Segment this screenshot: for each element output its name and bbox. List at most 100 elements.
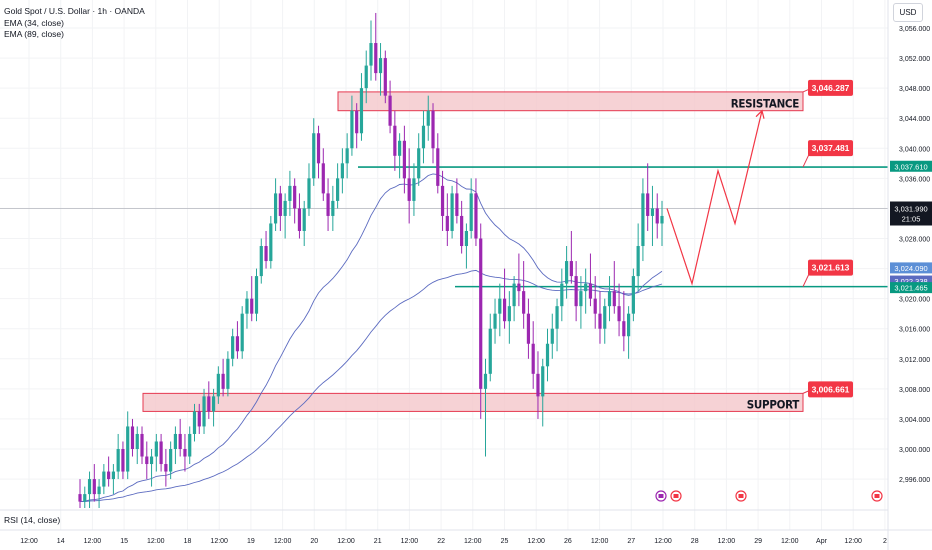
- candle-body: [388, 95, 392, 126]
- candle-body: [617, 306, 621, 322]
- y-tick-label: 3,004.000: [899, 417, 930, 424]
- candle-body: [231, 336, 235, 359]
- resistance-label: RESISTANCE: [731, 97, 800, 111]
- candle-body: [216, 373, 220, 397]
- candle-body: [631, 276, 635, 314]
- candle-body: [598, 313, 602, 329]
- candle-body: [87, 479, 92, 495]
- candle-body: [126, 426, 130, 472]
- y-tick-label: 3,012.000: [899, 357, 930, 364]
- candle-body: [83, 494, 87, 502]
- y-tick-label: 3,000.000: [899, 447, 930, 454]
- x-tick-label: 12:00: [591, 538, 609, 545]
- candle-body: [178, 433, 182, 449]
- y-tick-label: 3,056.000: [899, 26, 930, 33]
- candle-body: [245, 298, 249, 314]
- candle-body: [560, 283, 564, 307]
- candle-body: [417, 148, 421, 179]
- x-tick-label: 12:00: [147, 538, 165, 545]
- ema34-line: [79, 173, 663, 503]
- axis-price-tag: [890, 262, 932, 274]
- chart-grid: [0, 0, 888, 530]
- x-tick-label: 27: [627, 538, 635, 545]
- axis-price-text: 3,024.090: [894, 264, 927, 273]
- candle-body: [312, 133, 316, 179]
- candle-body: [92, 479, 96, 495]
- candle-body: [522, 291, 526, 314]
- candle-body: [412, 178, 416, 201]
- candle-body: [469, 193, 473, 231]
- x-tick-label: 18: [184, 538, 192, 545]
- y-tick-label: 3,028.000: [899, 237, 930, 244]
- candle-body: [545, 343, 550, 367]
- candle-body: [226, 358, 230, 389]
- y-tick-label: 3,048.000: [899, 86, 930, 93]
- projection-arrowhead: [755, 109, 765, 119]
- x-tick-label: 12:00: [84, 538, 102, 545]
- candle-body: [569, 261, 573, 277]
- symbol-title[interactable]: Gold Spot / U.S. Dollar · 1h · OANDA: [4, 6, 145, 16]
- candle-body: [460, 215, 464, 247]
- candle-body: [436, 148, 440, 186]
- ema89-legend[interactable]: EMA (89, close): [4, 29, 64, 39]
- ema34-legend[interactable]: EMA (34, close): [4, 17, 64, 28]
- x-tick-label: 12:00: [844, 538, 862, 545]
- lightning-icon-mark: [658, 494, 664, 498]
- candle-body: [102, 471, 106, 487]
- candle-body: [517, 283, 521, 292]
- candle-body: [316, 133, 321, 164]
- x-tick-label: 12:00: [210, 538, 228, 545]
- candle-body: [464, 230, 469, 247]
- candle-body: [531, 343, 535, 374]
- candle-body: [140, 433, 144, 457]
- x-tick-label: 12:00: [274, 538, 292, 545]
- resistance-zone: [337, 91, 804, 112]
- x-tick-label: 12:00: [718, 538, 736, 545]
- support-price-text: 3,006.661: [812, 384, 850, 394]
- x-tick-label: 28: [691, 538, 699, 545]
- candle-body: [660, 215, 664, 224]
- candle-body: [641, 193, 645, 247]
- candle-body: [369, 43, 373, 66]
- candle-body: [398, 140, 402, 156]
- ema-layer: [79, 173, 663, 503]
- candle-body: [493, 313, 497, 329]
- flag-icon-mark: [673, 494, 679, 498]
- candle-body: [340, 163, 344, 179]
- x-tick-label: 12:00: [401, 538, 419, 545]
- x-tick-label: 12:00: [527, 538, 545, 545]
- x-tick-label: 20: [310, 538, 318, 545]
- candle-body: [579, 291, 583, 307]
- x-tick-label: 15: [120, 538, 128, 545]
- candle-body: [197, 411, 201, 427]
- candle-body: [488, 328, 492, 374]
- projection-layer: [666, 109, 765, 286]
- currency-button[interactable]: USD: [893, 3, 923, 22]
- resistance-price-tag: [808, 79, 853, 96]
- candle-body: [383, 58, 387, 96]
- candle-body: [393, 125, 397, 156]
- axis-price-text: 3,021.465: [894, 284, 927, 293]
- event-icons: [655, 490, 883, 502]
- axis-price-tag: [890, 282, 932, 294]
- x-tick-label: 19: [247, 538, 255, 545]
- y-tick-label: 3,036.000: [899, 176, 930, 183]
- candle-body: [584, 283, 588, 292]
- candle-body: [502, 298, 507, 322]
- candle-body: [345, 148, 349, 164]
- candle-body: [593, 298, 597, 314]
- level-price-tag: [808, 259, 853, 276]
- candle-body: [479, 238, 483, 389]
- rsi-legend[interactable]: RSI (14, close): [4, 515, 61, 525]
- last-price-value: 3,031.990: [894, 205, 927, 214]
- chart-legend: Gold Spot / U.S. Dollar · 1h · OANDA EMA…: [4, 6, 145, 41]
- x-tick-label: 12:00: [781, 538, 799, 545]
- candle-body: [455, 193, 459, 216]
- flag-icon-mark: [874, 494, 880, 498]
- candle-body: [221, 373, 225, 389]
- candle-body: [211, 396, 216, 412]
- candle-body: [555, 306, 559, 329]
- candle-body: [612, 291, 616, 307]
- candle-body: [121, 449, 125, 472]
